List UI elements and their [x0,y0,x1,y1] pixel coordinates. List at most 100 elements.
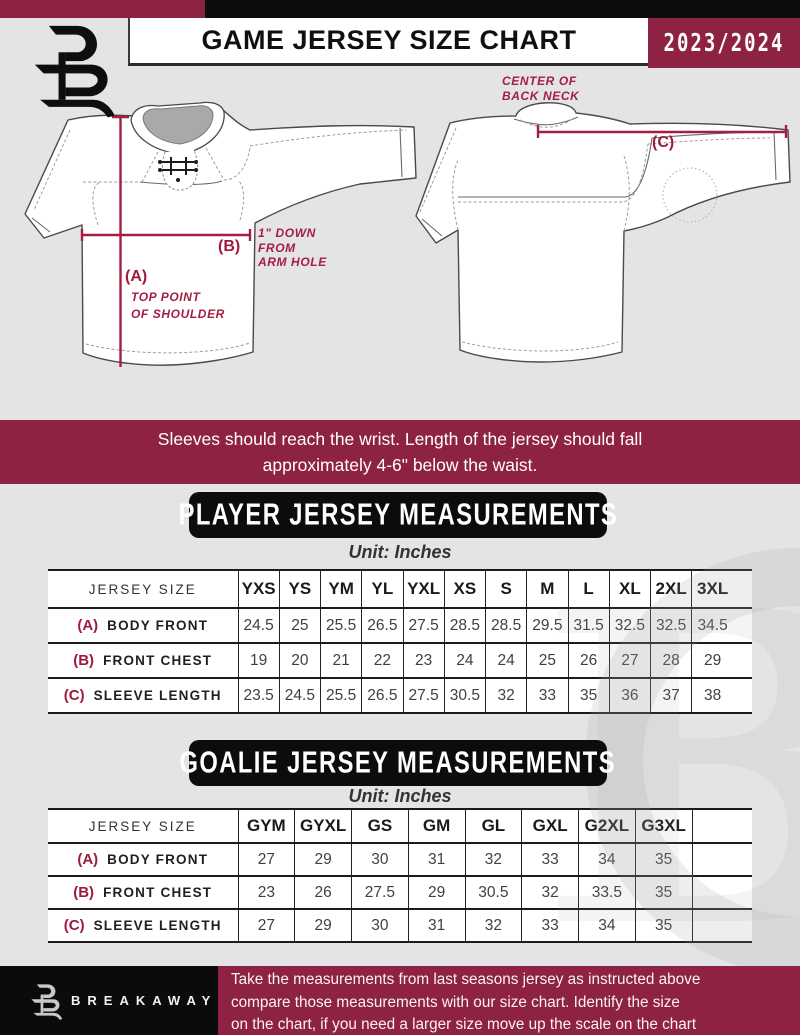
rule-overhang [733,876,752,909]
note-line: BACK NECK [502,88,580,103]
measurement-cell: 31 [407,843,465,876]
size-column-header: YXL [402,570,445,608]
note-line: FROM [258,240,296,255]
size-column-header: 2XL [649,570,692,608]
arm-hole-note: 1" DOWN FROM ARM HOLE [258,226,327,270]
measurement-cell: 27 [237,909,295,942]
size-column-header: GM [407,809,465,843]
size-column-header: GYXL [294,809,352,843]
row-key: (C) [63,916,85,934]
size-column-header: 3XL [691,570,733,608]
measurement-cell: 30 [351,843,409,876]
note-line: TOP POINT [131,290,201,304]
front-jersey-illustration [24,101,417,366]
measurement-cell: 29 [691,643,733,678]
rule-overhang [733,809,752,843]
measurement-cell: 23 [402,643,445,678]
measurement-cell: 25.5 [319,678,362,713]
measurement-cell: 25.5 [319,608,362,643]
top-point-of-shoulder-note: TOP POINT OF SHOULDER [131,289,225,323]
note-line: 1" DOWN [258,226,316,240]
blank-column [691,809,733,843]
measurement-cell: 33 [526,678,568,713]
rule-overhang [733,643,752,678]
top-accent-stripe-maroon [0,0,205,18]
rule-overhang [733,608,752,643]
measurement-cell: 31 [407,909,465,942]
row-key: (A) [77,850,99,868]
rule-overhang [733,570,752,608]
footer-line: compare those measurements with our size… [231,993,680,1011]
blank-cell [691,876,733,909]
goalie-unit-label: Unit: Inches [348,786,452,806]
row-name: FRONT CHEST [103,884,213,900]
footer-line: Take the measurements from last seasons … [231,971,701,988]
row-name: BODY FRONT [107,617,209,633]
measurement-cell: 32.5 [608,608,651,643]
size-column-header: YXS [237,570,280,608]
row-label: (B) FRONT CHEST [48,876,238,909]
size-column-header: XS [443,570,486,608]
goalie-size-table-wrap: JERSEY SIZE GYM GYXL GS GM GL GXL G2XL G3XL (A) BO… [48,808,752,943]
goalie-table: JERSEY SIZE GYM GYXL GS GM GL GXL G2XL G3XL (A) BO… [48,808,752,943]
measurement-cell: 35 [567,678,610,713]
player-unit-label: Unit: Inches [348,542,452,562]
measurement-cell: 32.5 [649,608,692,643]
measurement-cell: 33 [521,909,579,942]
measurement-cell: 24.5 [237,608,280,643]
size-column-header: YS [278,570,321,608]
measurement-cell: 32 [464,843,522,876]
player-section-title: PLAYER JERSEY MEASUREMENTS [178,497,618,532]
measurement-cell: 34 [578,909,636,942]
measurement-cell: 30.5 [443,678,486,713]
measurement-cell: 34.5 [691,608,733,643]
rule-overhang [733,909,752,942]
measurement-cell: 36 [608,678,651,713]
measurement-cell: 19 [237,643,280,678]
row-label: (C) SLEEVE LENGTH [48,909,238,942]
measurement-cell: 27.5 [402,608,445,643]
measure-b-label: (B) [218,238,241,255]
breakaway-monogram-logo [26,20,115,123]
goalie-section-title: GOALIE JERSEY MEASUREMENTS [179,745,617,780]
season-badge: 2023/2024 [648,18,800,68]
measurement-cell: 28.5 [443,608,486,643]
size-table-header: JERSEY SIZE [88,818,197,834]
size-column-header: GXL [521,809,579,843]
size-column-header: L [567,570,610,608]
size-column-header: YL [361,570,403,608]
note-line: OF SHOULDER [131,307,225,321]
measurement-cell: 26.5 [361,678,403,713]
measurement-cell: 28 [649,643,692,678]
measurement-cell: 23.5 [237,678,280,713]
measurement-cell: 30 [351,909,409,942]
measurement-cell: 22 [361,643,403,678]
measurement-cell: 32 [521,876,579,909]
player-table: JERSEY SIZE YXS YS YM YL YXL XS S M L XL 2XL 3XL (A) B… [48,569,752,714]
fit-notice-banner: Sleeves should reach the wrist. Length o… [0,420,800,484]
footer-line: on the chart, if you need a larger size … [231,1016,697,1033]
measurement-cell: 26.5 [361,608,403,643]
size-column-header: GYM [237,809,295,843]
blank-cell [691,843,733,876]
measurement-cell: 26 [567,643,610,678]
row-key: (B) [73,883,95,901]
measurement-cell: 24.5 [278,678,321,713]
measurement-cell: 32 [464,909,522,942]
footer: BREAKAWAY Take the measurements from las… [0,966,800,1035]
measurement-cell: 27 [608,643,651,678]
measurement-cell: 32 [484,678,527,713]
measurement-cell: 28.5 [484,608,527,643]
row-name: SLEEVE LENGTH [93,917,222,933]
measurement-cell: 35 [634,909,692,942]
measurement-cell: 33 [521,843,579,876]
note-line: CENTER OF [502,74,577,88]
footer-brand-block: BREAKAWAY [0,966,218,1035]
top-accent-stripe-black [205,0,800,18]
measurement-cell: 24 [484,643,527,678]
player-section-banner: PLAYER JERSEY MEASUREMENTS [178,492,616,538]
measurement-cell: 27.5 [351,876,409,909]
blank-cell [691,909,733,942]
measurement-cell: 29 [294,843,352,876]
